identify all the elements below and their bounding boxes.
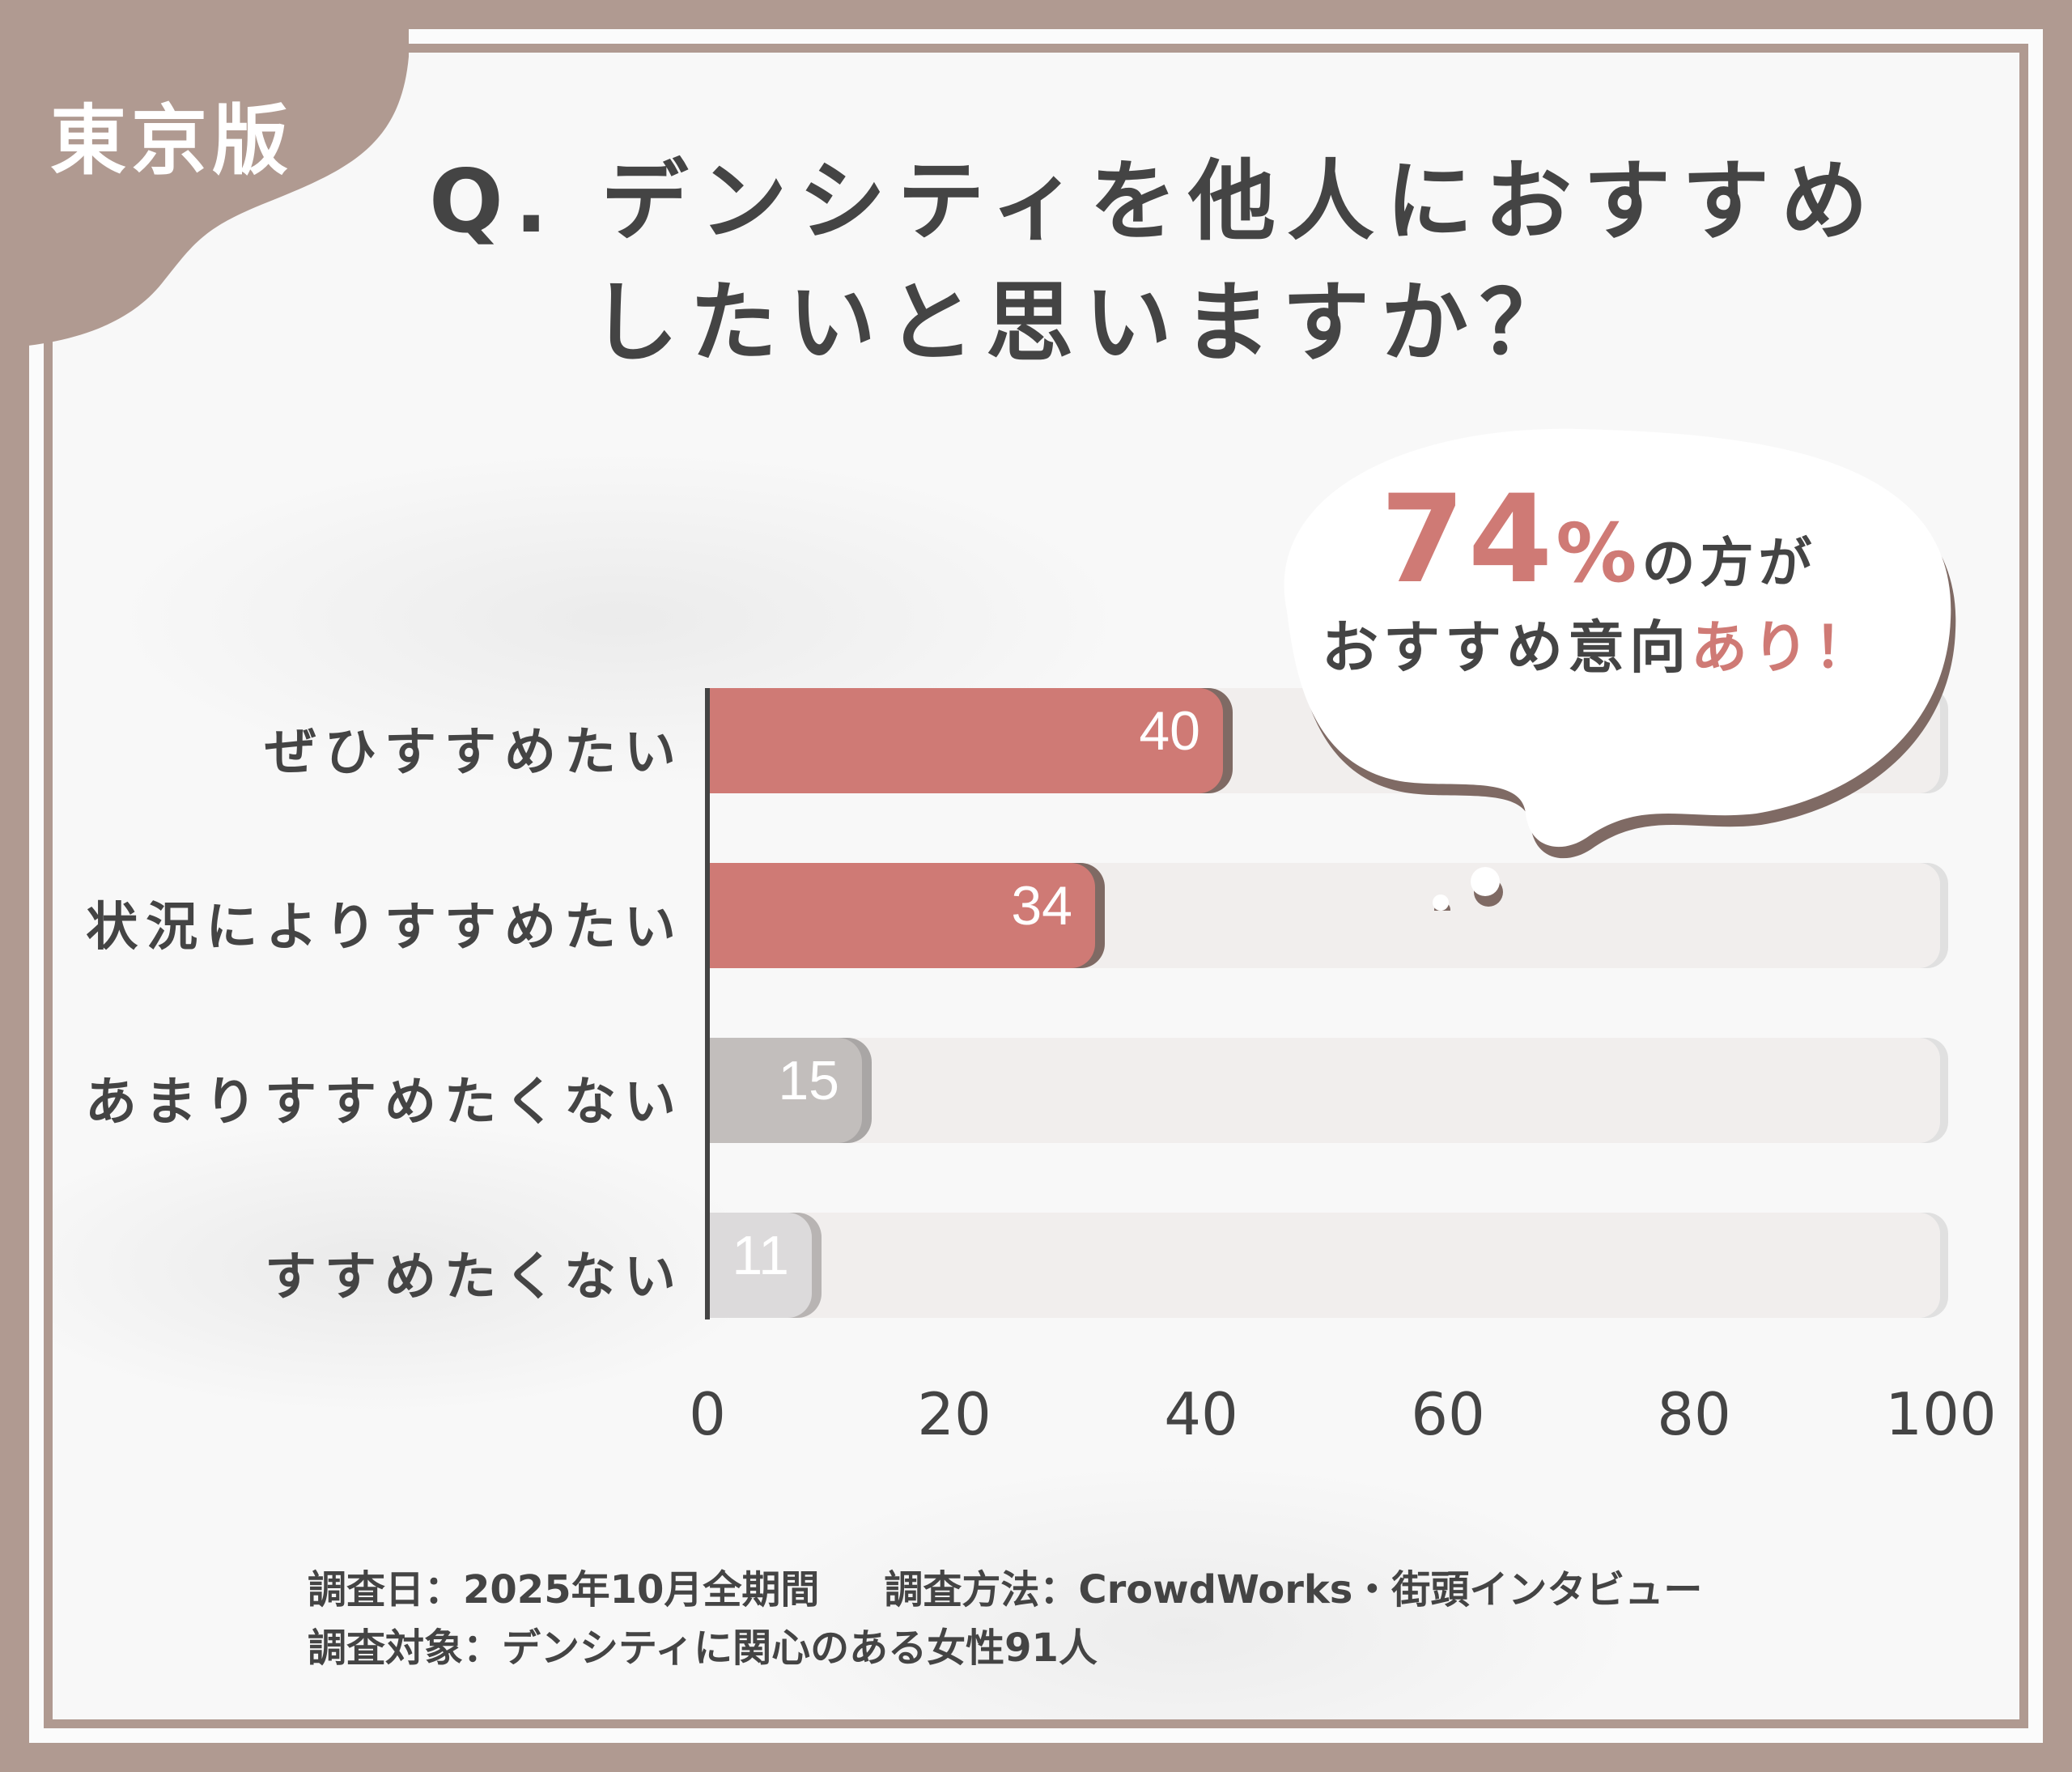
bar-value: 15 (778, 1050, 839, 1111)
x-tick: 60 (1411, 1380, 1485, 1448)
bar-value: 40 (1139, 700, 1200, 762)
bar-track-4 (710, 1213, 1940, 1318)
bar-track-3 (710, 1038, 1940, 1143)
category-label: すすめたくない (265, 1247, 684, 1307)
title-line-2: したいと思いますか？ (591, 273, 1579, 374)
survey-target: 調査対象：デンシティに関心のある女性91人 (308, 1625, 1098, 1671)
callout-percent-number: 74 (1380, 470, 1556, 610)
callout-line-1: 74%の方が (1238, 470, 1959, 610)
bar-value: 34 (1011, 875, 1072, 937)
x-tick: 40 (1164, 1380, 1238, 1448)
survey-method: 調査方法：CrowdWorks・街頭インタビュー (884, 1567, 1703, 1613)
bar-value: 11 (732, 1225, 789, 1286)
bar-not-recommend: 11 (710, 1213, 812, 1318)
bar-strongly-recommend: 40 (710, 688, 1223, 793)
x-tick: 100 (1885, 1380, 1997, 1448)
question-title: Q. デンシティを他人におすすめ したいと思いますか？ (429, 142, 1967, 385)
survey-footer: 調査日：2025年10月全期間 調査方法：CrowdWorks・街頭インタビュー … (308, 1561, 1702, 1677)
category-label: あまりすすめたくない (85, 1073, 684, 1132)
speech-bubble (1284, 428, 1956, 911)
callout-line2-main: おすすめ意向 (1322, 614, 1691, 681)
x-tick: 0 (689, 1380, 726, 1448)
callout-text: 74%の方が おすすめ意向あり！ (1238, 470, 1959, 684)
y-axis-line (705, 688, 710, 1319)
region-badge-label: 東京版 (50, 97, 294, 185)
corner-badge-shape (0, 0, 409, 348)
callout-line-2: おすすめ意向あり！ (1238, 602, 1959, 684)
title-line-1: Q. デンシティを他人におすすめ (429, 151, 1879, 253)
x-tick: 80 (1657, 1380, 1731, 1448)
callout-line1-suffix: の方が (1641, 532, 1817, 594)
bar-depends-recommend: 34 (710, 863, 1095, 968)
callout-percent-sign: % (1556, 506, 1642, 601)
survey-date: 調査日：2025年10月全期間 (308, 1567, 820, 1613)
category-label: ぜひすすめたい (265, 723, 684, 783)
x-tick: 20 (917, 1380, 991, 1448)
bar-not-really-recommend: 15 (710, 1038, 862, 1143)
callout-line2-accent: あり！ (1691, 614, 1875, 681)
category-label: 状況によりすすめたい (86, 898, 684, 958)
